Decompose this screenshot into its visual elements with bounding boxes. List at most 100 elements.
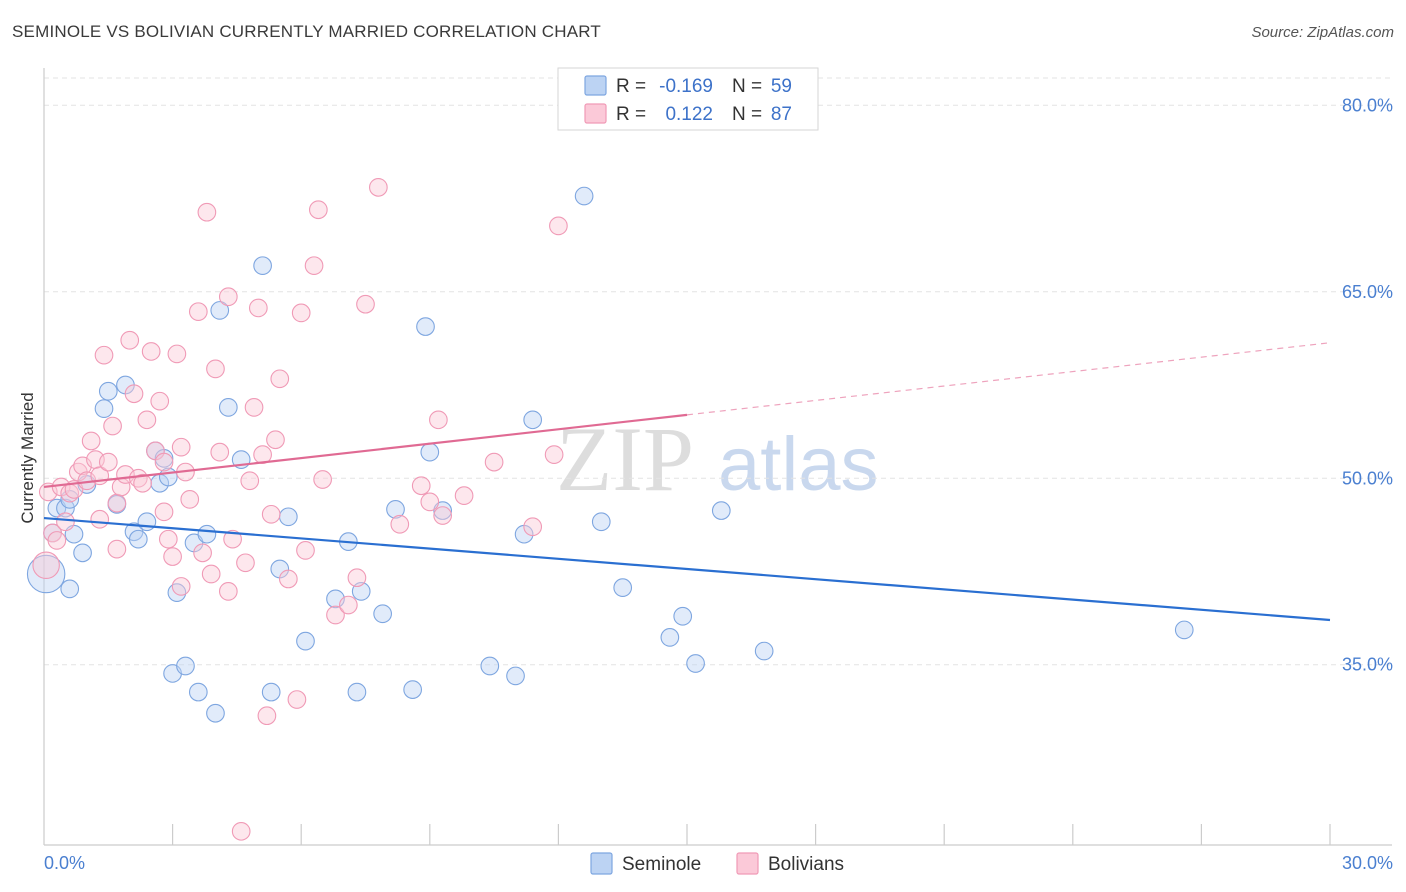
watermark-zip: ZIP [556,408,694,510]
bolivians-point [150,391,170,411]
bolivians-point [549,216,568,236]
seminole-point [98,381,118,401]
bolivians-point [218,287,238,307]
stats-legend: R = -0.169 N = 59 R = 0.122 N = 87 [557,67,819,131]
bolivians-point [201,564,221,584]
seminole-point [660,628,680,647]
y-tick-label: 50.0% [1342,468,1393,488]
seminole-point [26,554,66,594]
seminole-point [347,682,367,702]
trend-line-bolivians-extrapolated [686,342,1331,416]
bolivians-point [210,442,230,462]
bolivians-point [248,298,268,318]
seminole-point [188,682,208,702]
bolivians-point [356,294,375,314]
bolivians-point [81,431,101,451]
bolivians-point [244,398,264,417]
x-tick-label-min: 0.0% [44,853,85,873]
x-ticks [172,824,1331,845]
legend-n-label-2: N = [732,104,762,125]
seminole-point [591,512,611,532]
y-tick-label: 80.0% [1342,95,1393,115]
bolivians-point [154,502,174,522]
bolivians-point [124,384,144,404]
legend-n-label-1: N = [732,76,762,97]
bolivians-point [347,568,367,588]
seminole-point [206,703,225,723]
seminole-point [686,654,705,673]
bolivians-point [141,342,161,361]
seminole-point [480,656,500,676]
seminole-point [261,682,281,702]
seminole-point [1174,620,1194,640]
series-legend-label-seminole: Seminole [622,854,701,875]
bolivians-point [223,529,242,549]
bolivians-point [133,473,152,493]
source-label: Source: ZipAtlas.com [1251,24,1394,41]
bolivians-point [171,577,191,596]
seminole-point [60,579,80,599]
seminole-point [278,507,298,527]
series-legend-label-bolivians: Bolivians [768,854,844,875]
legend-r-value-2: 0.122 [665,104,713,125]
bolivians-point [98,452,118,472]
bolivians-point [56,512,75,532]
series-legend: Seminole Bolivians [590,852,844,875]
legend-n-value-1: 59 [771,76,792,97]
bolivians-point [339,595,358,615]
seminole-point [210,301,230,320]
y-axis-label: Currently Married [18,392,37,523]
seminole-point [433,501,453,520]
bolivians-point [94,345,114,365]
bolivians-point [167,344,187,364]
bolivians-point [240,471,260,491]
legend-r-value-1: -0.169 [659,76,713,97]
watermark: ZIP atlas [556,408,879,510]
bolivians-point [103,416,122,436]
series-legend-swatch-seminole [590,852,613,875]
bolivians-point [304,256,324,276]
bolivians-point [107,539,127,559]
legend-r-label-2: R = [616,104,646,125]
seminole-point [56,498,75,518]
bolivians-point [420,492,440,512]
bolivians-point [369,177,388,197]
bolivians-point [433,506,453,525]
series-seminole-points [26,186,1194,723]
bolivians-point [390,514,410,534]
seminole-point [506,666,525,686]
bolivians-point [544,445,564,464]
bolivians-point [411,476,431,496]
bolivians-point [523,517,543,537]
trend-line-bolivians [43,413,688,489]
chart-title: SEMINOLE VS BOLIVIAN CURRENTLY MARRIED C… [12,22,601,41]
seminole-point [386,499,405,519]
bolivians-point [47,531,67,550]
y-tick-label: 65.0% [1342,282,1393,302]
bolivians-point [158,529,178,549]
bolivians-point [291,303,311,323]
bolivians-point [32,551,60,580]
series-legend-swatch-bolivians [736,852,759,875]
seminole-point [416,317,435,336]
seminole-point [253,256,272,276]
bolivians-point [120,330,140,350]
bolivians-point [326,605,345,625]
bolivians-point [454,486,474,506]
seminole-point [574,186,594,206]
bolivians-point [261,504,281,524]
seminole-point [73,543,92,563]
bolivians-point [197,202,217,222]
bolivians-point [308,200,328,220]
series-bolivians-points [32,177,568,841]
seminole-point [218,398,238,417]
seminole-point [711,501,731,520]
bolivians-point [188,302,208,322]
seminole-point [197,524,217,544]
watermark-atlas: atlas [718,422,879,507]
bolivians-point [313,470,332,489]
grid [44,77,1392,666]
bolivians-point [193,543,212,563]
bolivians-point [163,547,182,566]
